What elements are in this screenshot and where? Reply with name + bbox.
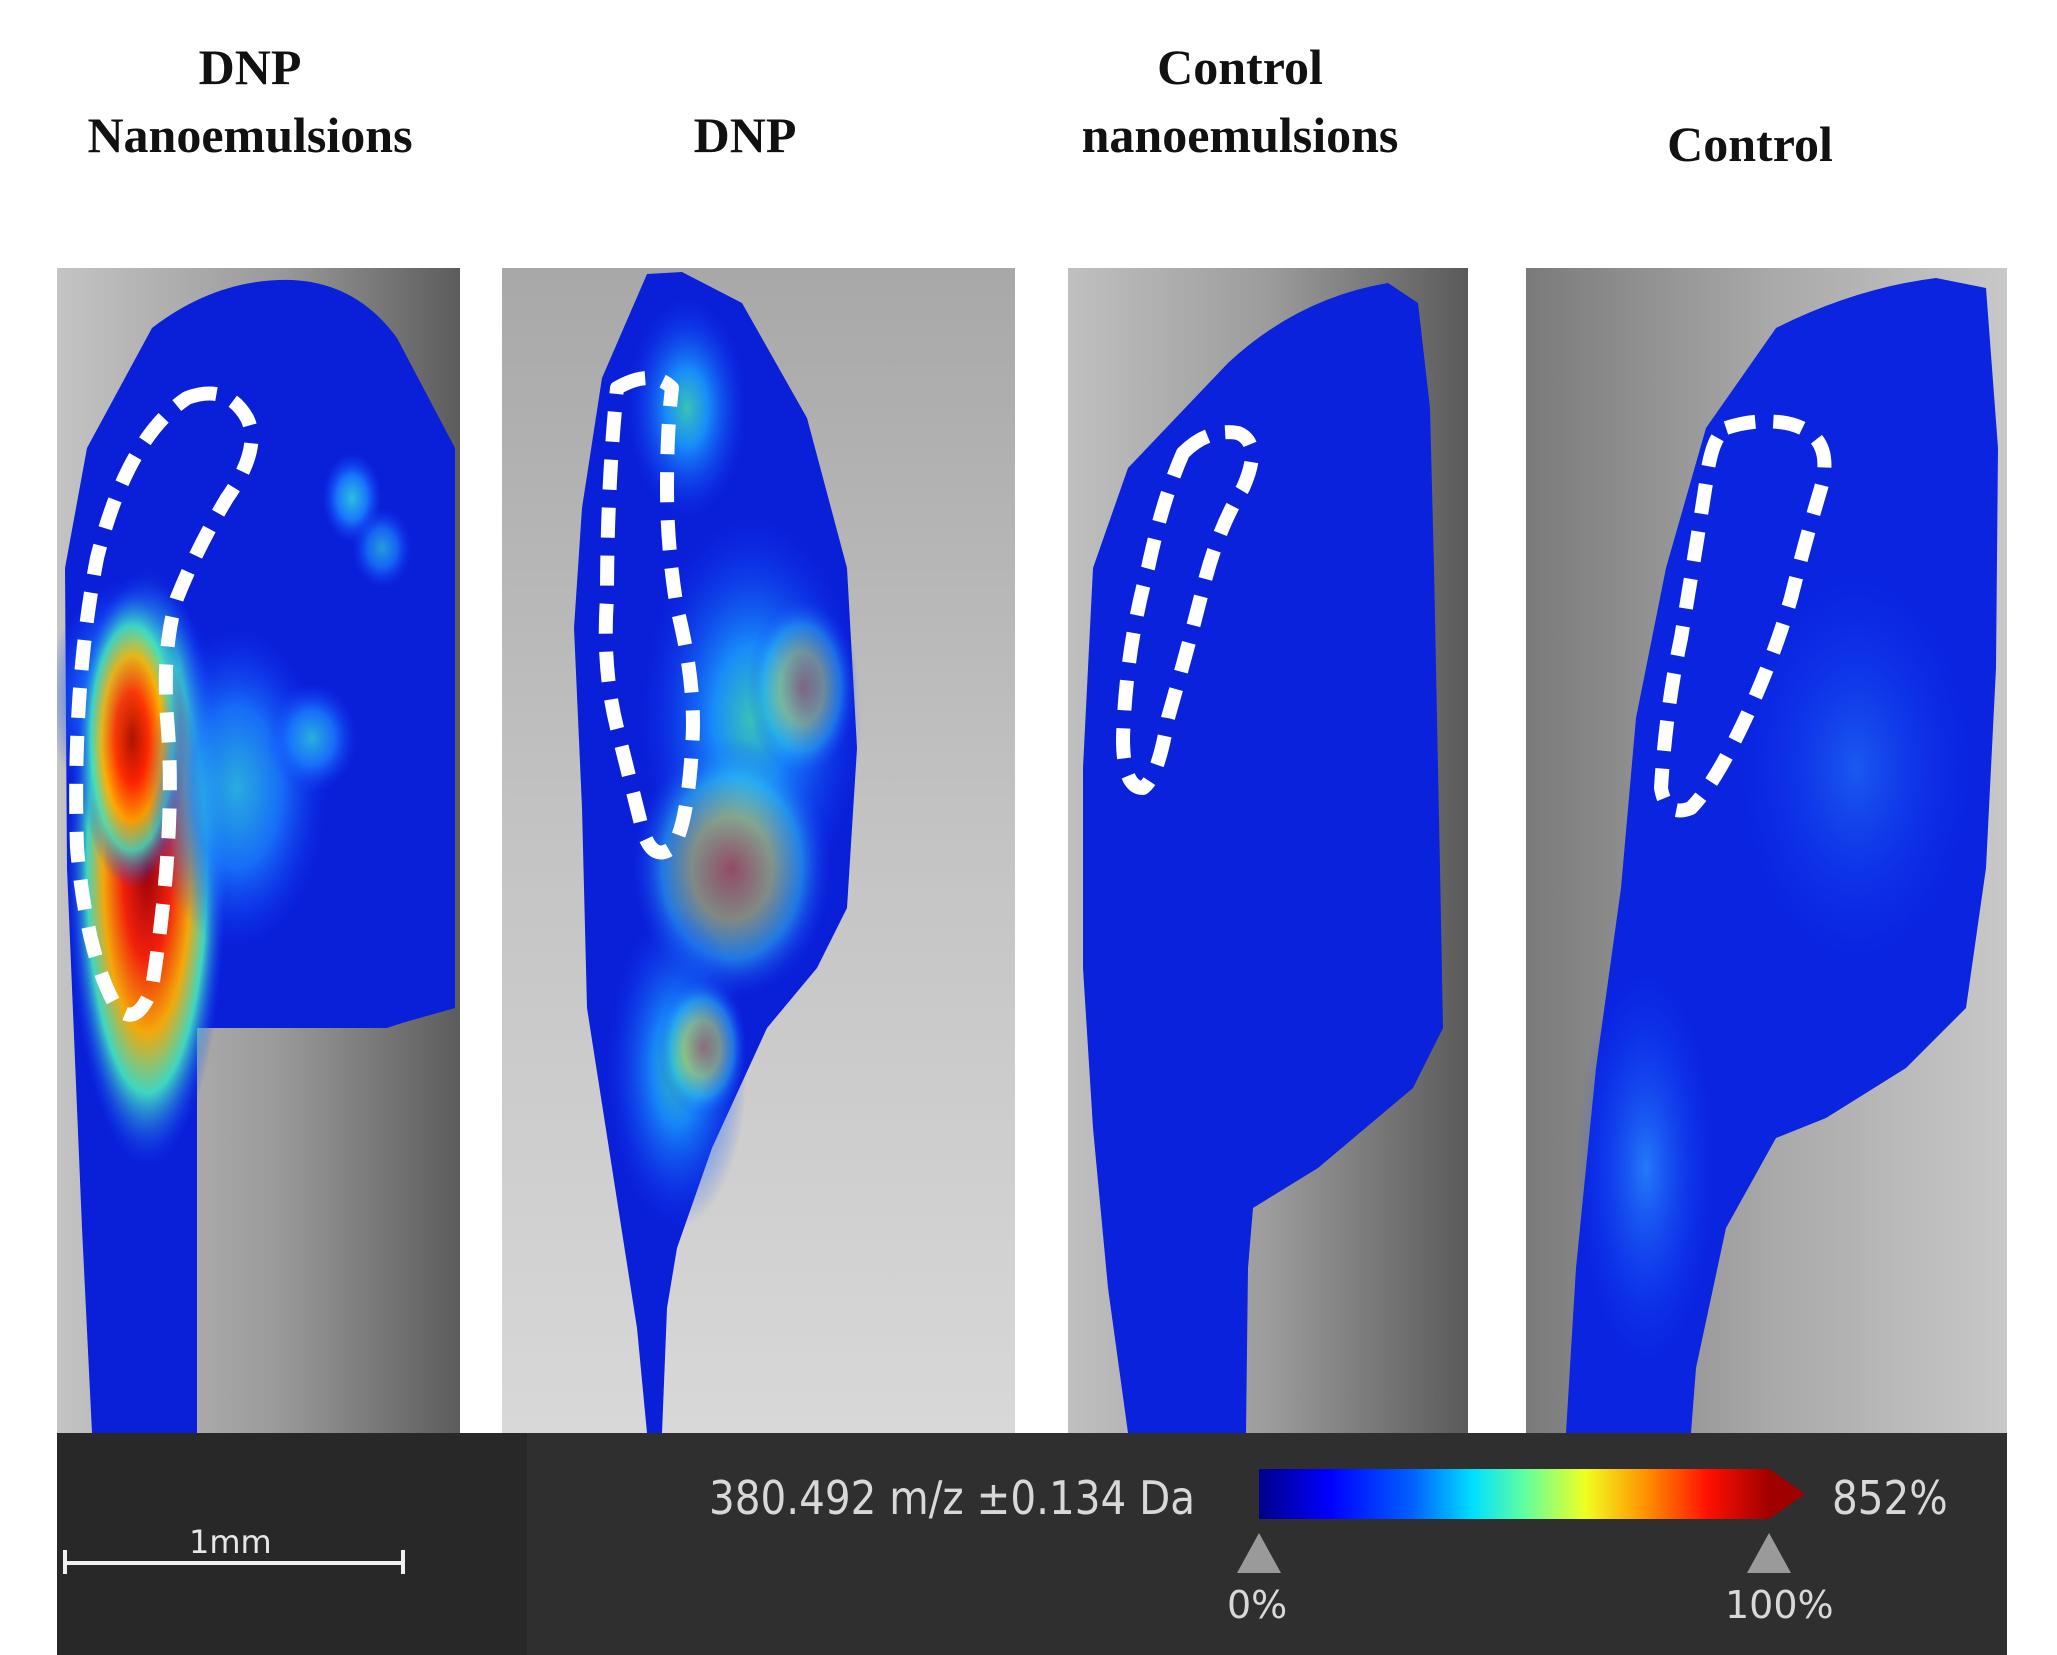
scale-bar-tick-right	[401, 1550, 405, 1574]
title-line-1: Control	[1157, 39, 1323, 95]
min-marker-icon[interactable]	[1237, 1533, 1281, 1573]
panel-title-dnp-nanoemulsions: DNP Nanoemulsions	[55, 33, 445, 169]
max-marker-label: 100%	[1725, 1583, 1834, 1627]
max-marker-icon[interactable]	[1747, 1533, 1791, 1573]
panel-title-dnp: DNP	[560, 101, 930, 169]
title-line-2: Control	[1667, 116, 1833, 172]
panel-title-control-nanoemulsions: Control nanoemulsions	[1040, 33, 1440, 169]
title-line-2: Nanoemulsions	[87, 107, 413, 163]
title-line-1: DNP	[198, 39, 302, 95]
panel-title-control: Control	[1550, 110, 1950, 178]
colorbar-arrow	[1769, 1469, 1805, 1519]
ms-image-control	[1526, 268, 2007, 1433]
legend-bar: 1mm 380.492 m/z ±0.134 Da 852% 0% 100%	[57, 1433, 2007, 1655]
ms-image-dnp	[502, 268, 1015, 1433]
roi-outline	[598, 371, 700, 860]
roi-outline	[69, 386, 259, 1022]
mz-label: 380.492 m/z ±0.134 Da	[709, 1471, 1196, 1525]
roi-outline	[1116, 425, 1259, 795]
ms-image-dnp-nanoemulsions	[57, 268, 460, 1433]
title-line-2: nanoemulsions	[1081, 107, 1399, 163]
roi-outline	[1654, 414, 1832, 818]
ms-image-control-nanoemulsions	[1068, 268, 1468, 1433]
scale-bar-line	[65, 1561, 405, 1565]
scale-bar-tick-left	[63, 1550, 67, 1574]
colorbar-max-label: 852%	[1832, 1471, 1948, 1525]
scale-bar-label: 1mm	[189, 1523, 272, 1561]
colorbar	[1259, 1469, 1769, 1519]
title-line-2: DNP	[693, 107, 797, 163]
min-marker-label: 0%	[1227, 1583, 1288, 1627]
